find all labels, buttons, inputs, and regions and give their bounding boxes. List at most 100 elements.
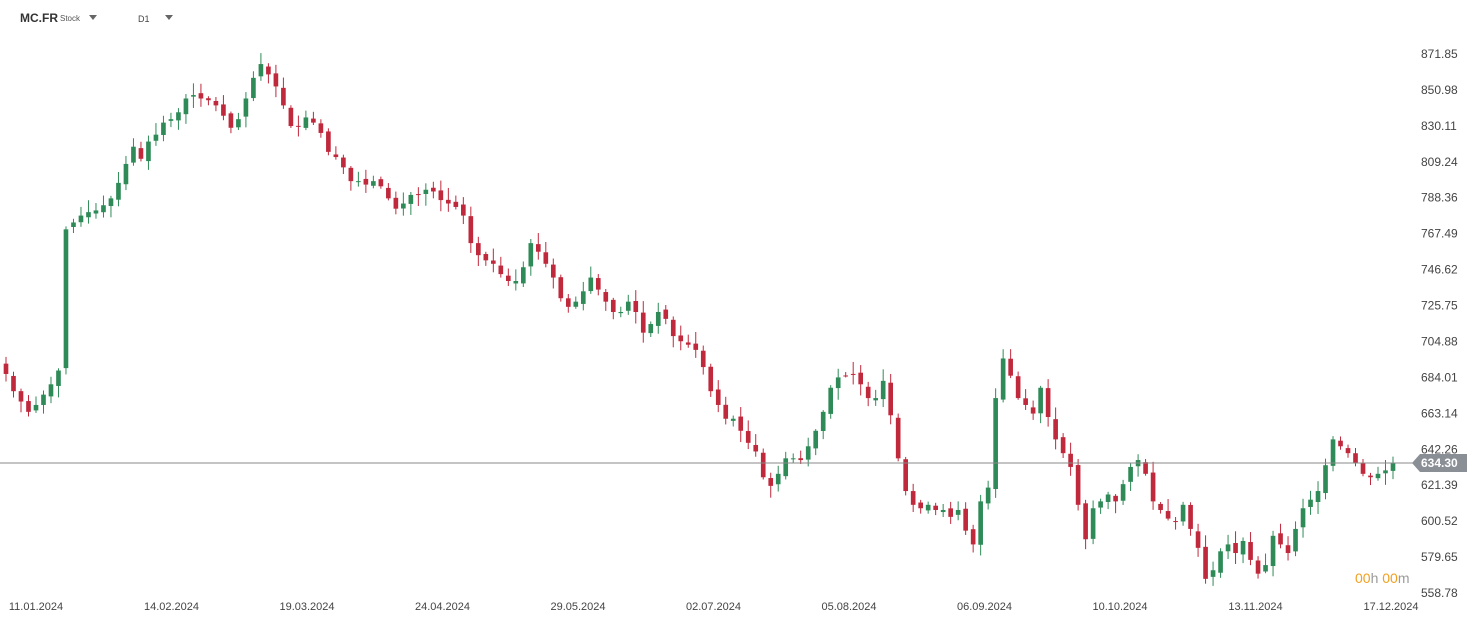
candle-down: [476, 243, 481, 256]
candle-up: [573, 301, 579, 307]
y-tick-label: 767.49: [1421, 227, 1458, 241]
candle-up: [730, 418, 736, 421]
candle-down: [393, 197, 399, 209]
x-tick-label: 11.01.2024: [9, 601, 63, 613]
candle-down: [3, 363, 9, 374]
candle-up: [1120, 484, 1126, 501]
candle-up: [1038, 387, 1043, 414]
x-tick-label: 14.02.2024: [144, 601, 199, 613]
candle-down: [633, 300, 639, 312]
candle-down: [1158, 503, 1163, 510]
candle-down: [461, 204, 466, 216]
candle-up: [1300, 508, 1306, 528]
candle-down: [640, 312, 646, 333]
candle-down: [708, 366, 714, 392]
x-tick-label: 10.10.2024: [1092, 601, 1147, 613]
candle-down: [386, 187, 391, 199]
candle-down: [221, 104, 226, 116]
candle-down: [483, 254, 489, 261]
candle-down: [663, 309, 669, 319]
candle-up: [978, 501, 983, 545]
candle-up: [835, 377, 841, 389]
candle-up: [371, 181, 376, 186]
candle-down: [1278, 533, 1283, 545]
candle-up: [33, 404, 39, 411]
candle-down: [685, 342, 691, 345]
y-tick-label: 663.14: [1421, 406, 1458, 420]
candle-down: [1195, 531, 1201, 548]
candle-up: [1225, 544, 1231, 552]
y-tick-label: 621.39: [1421, 478, 1458, 492]
candle-down: [850, 373, 856, 375]
x-tick-label: 24.04.2024: [415, 601, 470, 613]
candle-up: [1270, 535, 1276, 567]
candle-up: [1323, 465, 1328, 494]
candle-down: [565, 298, 571, 307]
y-tick-label: 684.01: [1421, 370, 1458, 384]
candle-up: [1128, 466, 1133, 482]
candle-down: [1075, 465, 1081, 505]
candle-down: [543, 252, 549, 264]
candle-down: [341, 157, 346, 168]
y-tick-label: 871.85: [1421, 47, 1458, 61]
candle-down: [453, 201, 459, 207]
candle-down: [670, 319, 676, 337]
candle-down: [1353, 453, 1358, 464]
candle-up: [873, 398, 879, 401]
candle-down: [1015, 376, 1021, 399]
candle-down: [693, 343, 699, 350]
candle-up: [588, 277, 594, 292]
candle-down: [1360, 462, 1366, 474]
candle-down: [1143, 462, 1148, 474]
candle-up: [1090, 508, 1096, 539]
countdown-minutes-unit: m: [1397, 570, 1410, 586]
candle-down: [138, 148, 144, 159]
candle-down: [333, 154, 339, 158]
candle-down: [318, 123, 324, 133]
candle-down: [1203, 546, 1208, 579]
x-tick-label: 05.08.2024: [821, 601, 876, 613]
candle-down: [753, 444, 759, 452]
candle-down: [610, 299, 616, 312]
candle-down: [18, 391, 24, 402]
candle-down: [535, 244, 541, 252]
candle-down: [1023, 398, 1028, 405]
x-axis: 11.01.2024 14.02.2024 19.03.2024 24.04.2024…: [9, 601, 1419, 613]
candle-up: [925, 504, 931, 511]
timeframe-selector[interactable]: D1: [138, 14, 150, 24]
candle-down: [858, 372, 864, 385]
candle-up: [805, 446, 811, 460]
x-tick-label: 29.05.2024: [550, 601, 605, 613]
symbol-label[interactable]: MC.FR: [20, 11, 58, 25]
candle-down: [311, 118, 316, 123]
candle-down: [1053, 419, 1058, 440]
countdown-hours-unit: h: [1370, 570, 1379, 586]
x-tick-label: 17.12.2024: [1363, 601, 1418, 613]
candle-down: [281, 87, 286, 106]
candle-up: [618, 311, 624, 314]
candle-down: [438, 190, 444, 201]
timeframe-dropdown-icon[interactable]: [165, 15, 173, 20]
candle-up: [625, 301, 631, 311]
candle-up: [356, 181, 361, 183]
candle-up: [401, 203, 406, 209]
candle-down: [363, 178, 369, 185]
candle-up: [108, 198, 114, 207]
candle-up: [1218, 551, 1223, 573]
x-tick-label: 13.11.2024: [1228, 601, 1282, 613]
candle-up: [1293, 528, 1298, 552]
symbol-dropdown-icon[interactable]: [89, 15, 97, 20]
candle-down: [416, 194, 421, 196]
candle-down: [948, 508, 953, 517]
candle-down: [491, 260, 496, 264]
candle-down: [678, 335, 684, 342]
candle-down: [865, 386, 871, 399]
candle-down: [228, 113, 234, 128]
x-tick-label: 02.07.2024: [686, 601, 741, 613]
candle-up: [423, 189, 429, 194]
candle-down: [1338, 440, 1343, 447]
current-price-label: 634.30: [1412, 453, 1467, 472]
candle-up: [236, 119, 241, 128]
candle-up: [131, 146, 136, 163]
